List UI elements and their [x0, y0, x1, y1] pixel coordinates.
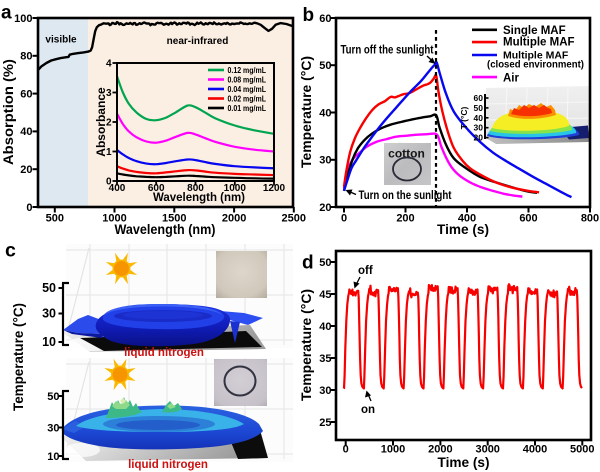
- svg-text:b: b: [303, 5, 315, 26]
- svg-text:c: c: [5, 240, 16, 262]
- svg-text:20: 20: [474, 133, 484, 143]
- svg-text:50: 50: [319, 60, 331, 72]
- svg-text:(closed environment): (closed environment): [487, 60, 584, 71]
- svg-text:0.08 mg/mL: 0.08 mg/mL: [228, 75, 267, 85]
- svg-text:50: 50: [47, 391, 59, 403]
- svg-text:Single MAF: Single MAF: [503, 25, 566, 37]
- svg-text:2000: 2000: [428, 444, 452, 456]
- svg-text:Temperature (°C): Temperature (°C): [299, 289, 314, 401]
- svg-text:0.04 mg/mL: 0.04 mg/mL: [228, 84, 267, 94]
- svg-text:20: 20: [20, 164, 32, 176]
- svg-text:Time (s): Time (s): [438, 455, 490, 470]
- svg-text:Wavelength (nm): Wavelength (nm): [153, 192, 245, 204]
- svg-text:1500: 1500: [162, 213, 186, 225]
- svg-text:d: d: [302, 253, 314, 274]
- svg-text:Wavelength (nm): Wavelength (nm): [115, 222, 216, 237]
- svg-text:35: 35: [319, 353, 331, 365]
- svg-text:40: 40: [474, 113, 484, 123]
- svg-text:Absorption (%): Absorption (%): [1, 59, 16, 165]
- svg-text:Air: Air: [503, 73, 520, 85]
- svg-text:50: 50: [319, 257, 331, 269]
- svg-text:30: 30: [319, 385, 331, 397]
- svg-text:80: 80: [20, 51, 32, 63]
- svg-text:30: 30: [42, 307, 56, 321]
- svg-text:100: 100: [14, 13, 32, 25]
- svg-text:3000: 3000: [475, 444, 499, 456]
- svg-text:off: off: [358, 265, 373, 277]
- svg-text:60: 60: [319, 13, 331, 25]
- svg-text:near-infrared: near-infrared: [167, 36, 229, 47]
- svg-text:30: 30: [474, 123, 484, 133]
- svg-text:40: 40: [319, 107, 331, 119]
- svg-text:25: 25: [319, 417, 331, 429]
- svg-text:0: 0: [343, 444, 349, 456]
- svg-text:30: 30: [319, 155, 331, 167]
- svg-text:Turn off the sunlight: Turn off the sunlight: [341, 45, 434, 57]
- svg-text:Multiple MAF: Multiple MAF: [503, 50, 569, 62]
- svg-text:0.01 mg/mL: 0.01 mg/mL: [228, 103, 267, 113]
- svg-text:Absorbance: Absorbance: [94, 87, 108, 157]
- svg-text:Time (s): Time (s): [437, 222, 489, 237]
- svg-text:50: 50: [42, 281, 56, 295]
- svg-text:50: 50: [474, 103, 484, 113]
- svg-text:2000: 2000: [222, 213, 246, 225]
- svg-text:2500: 2500: [282, 213, 306, 225]
- svg-text:Temperature (°C): Temperature (°C): [299, 56, 314, 168]
- svg-text:0: 0: [26, 202, 32, 214]
- svg-text:a: a: [1, 3, 12, 24]
- svg-text:200: 200: [396, 213, 414, 225]
- svg-text:Temperature (°C): Temperature (°C): [11, 303, 26, 411]
- svg-text:10: 10: [42, 335, 56, 349]
- svg-text:liquid nitrogen: liquid nitrogen: [128, 459, 208, 471]
- svg-text:0: 0: [106, 177, 112, 188]
- svg-text:3: 3: [106, 88, 112, 99]
- svg-text:0: 0: [341, 213, 347, 225]
- svg-text:1: 1: [106, 147, 112, 158]
- svg-text:1200: 1200: [263, 183, 286, 194]
- svg-text:500: 500: [46, 213, 64, 225]
- svg-text:5000: 5000: [570, 444, 594, 456]
- svg-text:4: 4: [106, 59, 112, 70]
- svg-text:60: 60: [20, 88, 32, 100]
- svg-text:on: on: [361, 404, 375, 416]
- svg-text:1000: 1000: [102, 213, 126, 225]
- svg-text:400: 400: [109, 183, 126, 194]
- svg-text:60: 60: [474, 93, 484, 103]
- svg-text:Multiple MAF: Multiple MAF: [503, 37, 575, 49]
- svg-text:10: 10: [47, 451, 59, 463]
- svg-text:30: 30: [47, 422, 59, 434]
- svg-text:400: 400: [458, 213, 476, 225]
- svg-text:800: 800: [187, 183, 204, 194]
- svg-text:2: 2: [106, 118, 112, 129]
- svg-text:20: 20: [319, 202, 331, 214]
- svg-text:Turn on the sunlight: Turn on the sunlight: [359, 190, 452, 202]
- svg-text:600: 600: [148, 183, 165, 194]
- svg-text:0.12 mg/mL: 0.12 mg/mL: [228, 65, 267, 75]
- svg-text:liquid nitrogen: liquid nitrogen: [124, 347, 204, 359]
- svg-text:cotton: cotton: [388, 147, 425, 161]
- svg-text:visible: visible: [45, 35, 77, 46]
- svg-text:T (°C): T (°C): [459, 106, 469, 129]
- svg-text:4000: 4000: [523, 444, 547, 456]
- svg-text:40: 40: [319, 321, 331, 333]
- svg-text:800: 800: [581, 213, 599, 225]
- svg-text:1000: 1000: [224, 183, 247, 194]
- svg-text:0.02 mg/mL: 0.02 mg/mL: [228, 94, 267, 104]
- svg-text:600: 600: [519, 213, 537, 225]
- svg-text:40: 40: [20, 126, 32, 138]
- svg-text:1000: 1000: [381, 444, 405, 456]
- svg-text:45: 45: [319, 289, 331, 301]
